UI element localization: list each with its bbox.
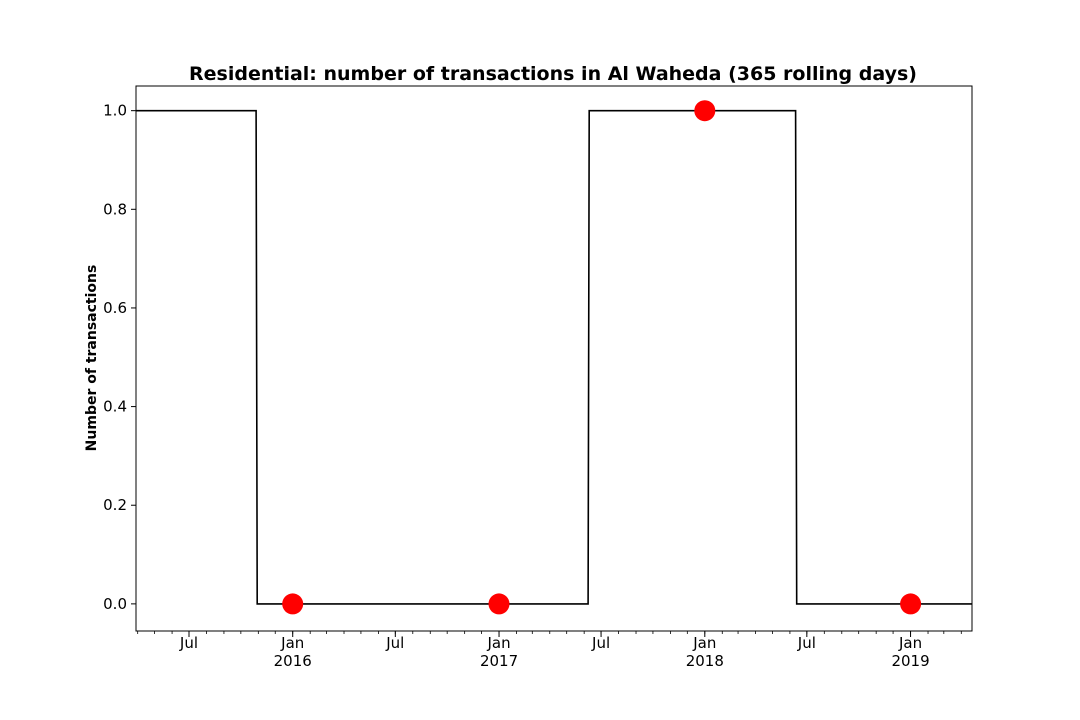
- y-axis-label: Number of transactions: [84, 265, 100, 452]
- y-tick-label: 0.8: [103, 200, 127, 218]
- data-point: [900, 593, 922, 615]
- x-tick-label: Jan: [280, 634, 304, 652]
- x-tick-label: Jul: [179, 634, 198, 652]
- x-tick-label: Jan: [692, 634, 716, 652]
- x-tick-year-label: 2017: [480, 652, 518, 670]
- y-tick-label: 0.6: [103, 299, 127, 317]
- plot-area: [136, 100, 972, 615]
- series-line: [136, 109, 972, 605]
- y-tick-label: 1.0: [103, 102, 127, 120]
- x-tick-label: Jul: [385, 634, 404, 652]
- x-tick-label: Jan: [898, 634, 922, 652]
- y-tick-label: 0.2: [103, 496, 127, 514]
- x-tick-year-label: 2019: [891, 652, 929, 670]
- x-tick-label: Jul: [797, 634, 816, 652]
- x-tick-year-label: 2016: [274, 652, 312, 670]
- data-point: [282, 593, 304, 615]
- y-tick-label: 0.0: [103, 595, 127, 613]
- x-tick-label: Jan: [486, 634, 510, 652]
- y-tick-label: 0.4: [103, 398, 127, 416]
- plot-frame: [135, 85, 973, 632]
- data-point: [488, 593, 510, 615]
- chart-title: Residential: number of transactions in A…: [189, 63, 917, 85]
- x-tick-year-label: 2018: [686, 652, 724, 670]
- data-point: [694, 100, 716, 122]
- x-tick-label: Jul: [591, 634, 610, 652]
